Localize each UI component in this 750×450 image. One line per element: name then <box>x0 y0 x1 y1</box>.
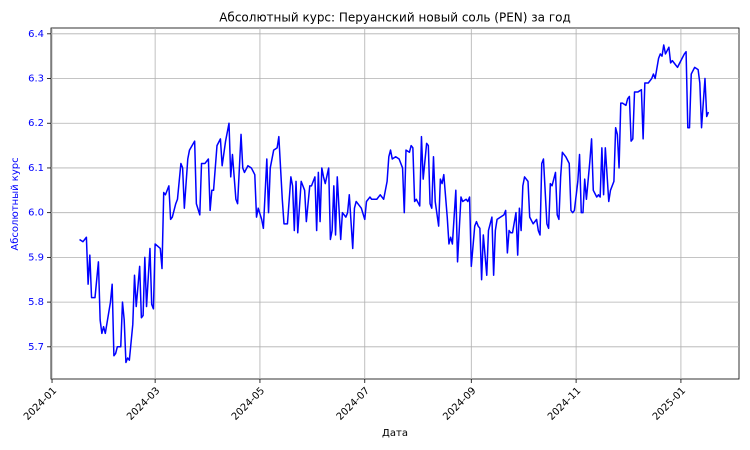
x-axis-label: Дата <box>382 428 408 439</box>
chart-title: Абсолютный курс: Перуанский новый соль (… <box>219 11 571 25</box>
x-tick-label: 2024-11 <box>546 385 583 422</box>
x-tick-label: 2024-03 <box>125 385 162 422</box>
x-tick-label: 2024-01 <box>22 385 59 422</box>
x-tick-label: 2024-09 <box>441 385 478 422</box>
y-tick-label: 6.0 <box>28 208 44 219</box>
y-tick-label: 6.1 <box>28 163 44 174</box>
y-tick-label: 5.7 <box>28 342 44 353</box>
x-tick-label: 2025-01 <box>651 385 688 422</box>
y-tick-label: 6.2 <box>28 118 44 129</box>
y-tick-label: 5.9 <box>28 252 44 263</box>
data-line <box>79 44 710 364</box>
y-tick-label: 6.3 <box>28 74 44 85</box>
y-tick-label: 6.4 <box>28 29 44 40</box>
x-tick-label: 2024-05 <box>230 385 267 422</box>
x-tick-label: 2024-07 <box>335 385 372 422</box>
y-tick-label: 5.8 <box>28 297 44 308</box>
y-axis-label: Абсолютный курс <box>10 157 21 250</box>
plot-frame <box>50 27 740 380</box>
